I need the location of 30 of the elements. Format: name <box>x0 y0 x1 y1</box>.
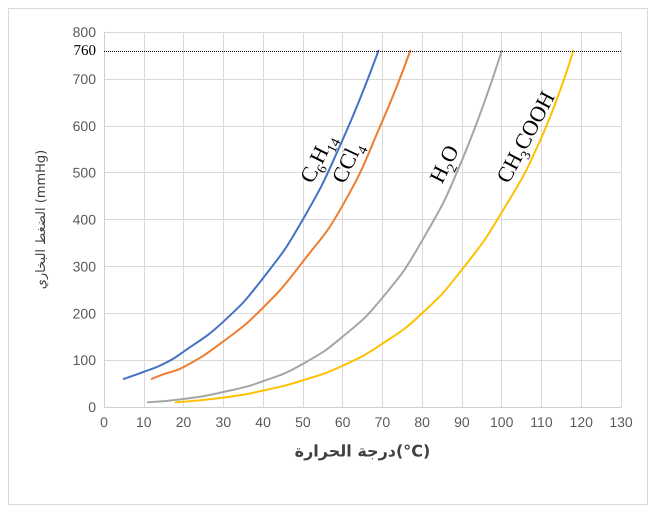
ref-line-label: 760 <box>74 42 96 59</box>
y-tick-label: 800 <box>72 24 96 40</box>
y-axis-title: الضغط البخاري (mmHg) <box>34 150 49 290</box>
y-tick-label: 0 <box>88 399 96 415</box>
x-tick-label: 10 <box>136 414 152 430</box>
x-tick-label: 30 <box>216 414 232 430</box>
x-tick-label: 70 <box>374 414 390 430</box>
x-tick-label: 50 <box>295 414 311 430</box>
x-tick-label: 110 <box>530 414 553 430</box>
x-tick-label: 20 <box>176 414 192 430</box>
y-tick-label: 700 <box>72 70 96 87</box>
x-tick-label: 130 <box>609 414 633 430</box>
line-series <box>174 50 574 404</box>
y-tick-label: 600 <box>72 118 96 134</box>
x-tick-label: 60 <box>334 414 351 430</box>
x-tick-label: 80 <box>414 414 430 430</box>
x-tick-label: 90 <box>454 414 470 430</box>
x-tick-label: 120 <box>570 414 594 430</box>
x-axis-title: درجة الحرارة(°C) <box>294 442 430 460</box>
y-tick-label: 400 <box>72 212 96 228</box>
x-tick-label: 40 <box>255 414 272 430</box>
y-tick-label: 200 <box>72 305 96 322</box>
y-tick-label: 300 <box>72 258 96 274</box>
y-tick-label: 100 <box>72 352 96 368</box>
text: H2O <box>424 140 464 187</box>
x-tick-label: 100 <box>490 414 514 430</box>
line-series <box>150 50 412 380</box>
line-series <box>122 50 380 380</box>
x-tick-label: 0 <box>100 414 108 430</box>
y-tick-label: 500 <box>72 164 96 181</box>
